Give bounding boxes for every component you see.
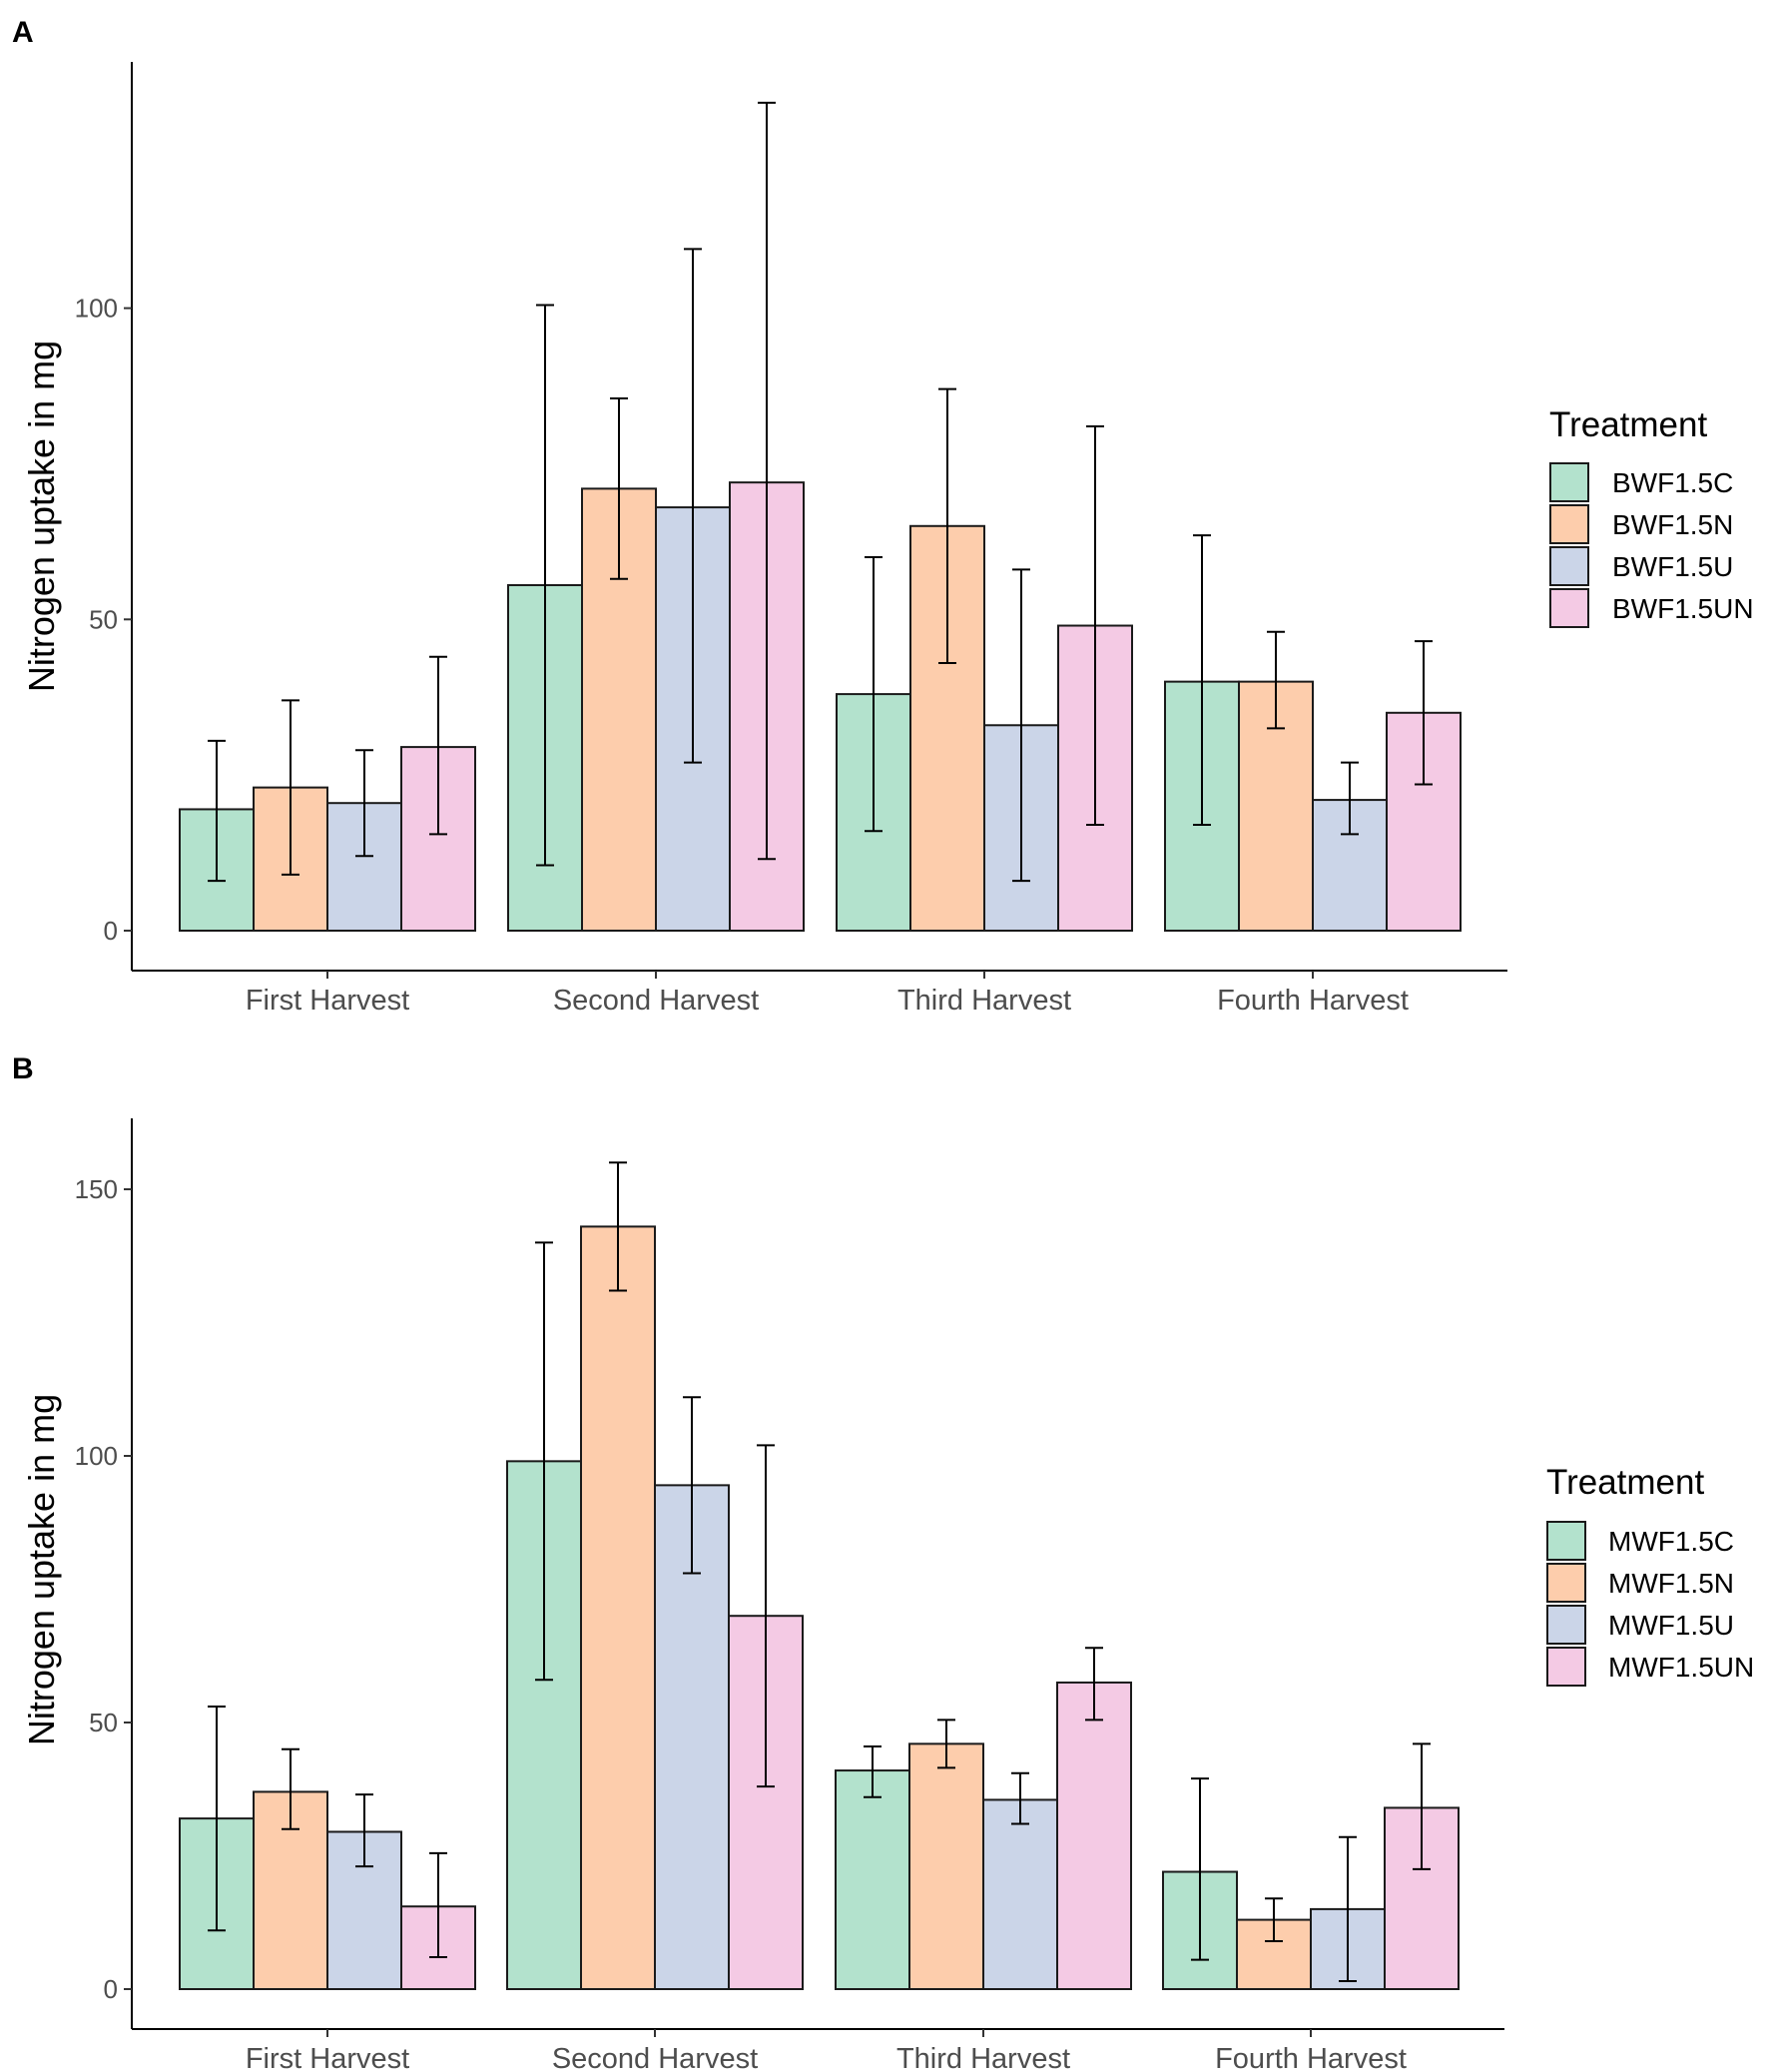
legend-label-BWF1.5C: BWF1.5C [1612,467,1733,498]
legend-key-MWF1.5N [1546,1563,1586,1603]
legend-key-BWF1.5U [1549,546,1589,586]
bar-BWF1.5UN-3 [1386,711,1462,932]
legend-label-BWF1.5UN: BWF1.5UN [1612,593,1754,624]
legend-label-MWF1.5UN: MWF1.5UN [1608,1652,1754,1683]
legend-label-MWF1.5U: MWF1.5U [1608,1610,1734,1641]
panel-letter-A: A [12,16,34,49]
y-tick-label: 50 [89,1708,118,1737]
legend-key-MWF1.5U [1546,1605,1586,1645]
x-tick-label: Second Harvest [553,985,759,1017]
legend-title: Treatment [1546,1463,1704,1502]
x-tick-label: First Harvest [246,985,409,1017]
legend-key-BWF1.5C [1549,462,1589,502]
legend-label-BWF1.5U: BWF1.5U [1612,551,1733,582]
y-tick-label: 150 [75,1174,118,1204]
x-tick-label: Third Harvest [897,985,1071,1017]
x-tick-label: Fourth Harvest [1215,2043,1407,2072]
legend-key-BWF1.5UN [1549,588,1589,628]
y-tick-label: 100 [75,294,118,324]
x-tick-label: First Harvest [246,2043,409,2072]
legend-title: Treatment [1549,405,1707,444]
x-tick-label: Second Harvest [552,2043,758,2072]
x-tick-label: Fourth Harvest [1217,985,1409,1017]
legend-key-BWF1.5N [1549,504,1589,544]
y-tick-label: 0 [104,916,118,946]
y-tick-label: 100 [75,1441,118,1471]
y-axis-title: Nitrogen uptake in mg [21,1394,62,1745]
legend-label-MWF1.5C: MWF1.5C [1608,1526,1734,1557]
bar-MWF1.5C-2 [835,1769,910,1991]
bar-MWF1.5U-2 [982,1798,1058,1991]
legend-label-MWF1.5N: MWF1.5N [1608,1568,1734,1599]
legend-label-BWF1.5N: BWF1.5N [1612,509,1733,540]
x-tick-label: Third Harvest [896,2043,1070,2072]
y-tick-label: 50 [89,604,118,634]
bar-MWF1.5N-2 [908,1742,984,1990]
y-tick-label: 0 [104,1974,118,2004]
y-axis-title: Nitrogen uptake in mg [21,341,62,692]
bar-MWF1.5N-1 [580,1225,656,1990]
legend-key-MWF1.5UN [1546,1647,1586,1687]
bar-MWF1.5UN-2 [1056,1681,1132,1990]
panel-letter-B: B [12,1052,34,1085]
legend-key-MWF1.5C [1546,1521,1586,1561]
